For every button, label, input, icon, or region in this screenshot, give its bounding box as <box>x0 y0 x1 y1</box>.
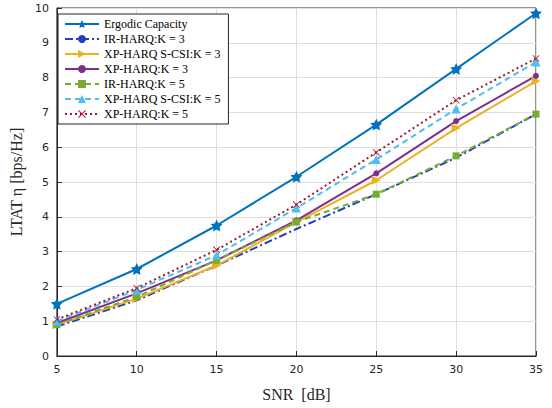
svg-text:8: 8 <box>42 71 49 84</box>
svg-text:IR-HARQ:K = 5: IR-HARQ:K = 5 <box>104 77 185 91</box>
svg-text:XP-HARQ:K = 3: XP-HARQ:K = 3 <box>104 62 188 76</box>
svg-text:35: 35 <box>529 363 543 376</box>
svg-text:10: 10 <box>130 363 144 376</box>
svg-text:3: 3 <box>42 245 49 258</box>
svg-text:30: 30 <box>449 363 463 376</box>
svg-text:XP-HARQ:K = 5: XP-HARQ:K = 5 <box>104 107 188 121</box>
svg-text:XP-HARQ S-CSI:K = 5: XP-HARQ S-CSI:K = 5 <box>104 92 220 106</box>
svg-text:SNR [dB]: SNR [dB] <box>262 386 330 403</box>
svg-text:20: 20 <box>289 363 303 376</box>
svg-text:5: 5 <box>42 176 49 189</box>
svg-text:IR-HARQ:K = 3: IR-HARQ:K = 3 <box>104 32 185 46</box>
svg-text:9: 9 <box>42 36 49 49</box>
svg-text:1: 1 <box>42 315 49 328</box>
svg-text:5: 5 <box>53 363 60 376</box>
svg-text:2: 2 <box>42 280 49 293</box>
svg-text:7: 7 <box>42 106 49 119</box>
svg-text:6: 6 <box>42 141 49 154</box>
svg-text:LTAT η [bps/Hz]: LTAT η [bps/Hz] <box>8 128 26 236</box>
svg-text:10: 10 <box>35 2 49 15</box>
svg-text:XP-HARQ S-CSI:K = 3: XP-HARQ S-CSI:K = 3 <box>104 47 220 61</box>
svg-text:15: 15 <box>210 363 224 376</box>
svg-text:4: 4 <box>42 210 49 223</box>
svg-text:25: 25 <box>369 363 383 376</box>
svg-text:0: 0 <box>42 350 49 363</box>
svg-text:Ergodic Capacity: Ergodic Capacity <box>104 17 187 31</box>
